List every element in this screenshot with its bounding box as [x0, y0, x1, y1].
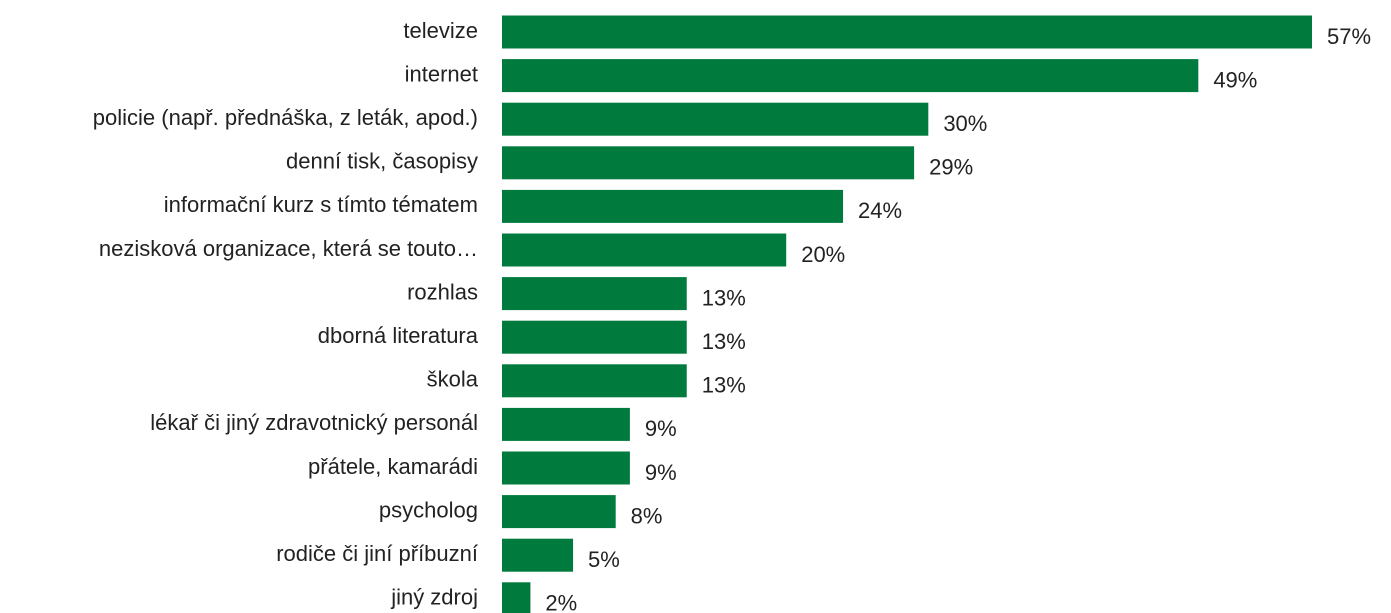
category-label: informační kurz s tímto tématem	[164, 192, 478, 217]
bar	[502, 233, 787, 267]
value-label: 13%	[702, 285, 746, 310]
category-label: psycholog	[379, 497, 478, 522]
bar	[502, 451, 630, 485]
bar	[502, 189, 844, 223]
category-label: nezisková organizace, která se touto…	[99, 236, 478, 261]
bar	[502, 15, 1312, 49]
value-label: 30%	[943, 111, 987, 136]
value-label: 29%	[929, 155, 973, 180]
value-label: 57%	[1327, 24, 1371, 49]
bar	[502, 538, 574, 572]
value-label: 49%	[1213, 67, 1257, 92]
bar	[502, 364, 687, 398]
category-label: policie (např. přednáška, z leták, apod.…	[93, 105, 478, 130]
category-label: přátele, kamarádi	[308, 454, 478, 479]
category-label: škola	[427, 367, 479, 392]
value-label: 2%	[545, 591, 577, 613]
value-label: 8%	[631, 503, 663, 528]
bar	[502, 102, 929, 136]
bar	[502, 582, 531, 613]
value-label: 5%	[588, 547, 620, 572]
category-label: lékař či jiný zdravotnický personál	[150, 410, 478, 435]
category-label: denní tisk, časopisy	[286, 149, 478, 174]
category-label: internet	[405, 61, 478, 86]
bar	[502, 59, 1199, 93]
bar	[502, 495, 616, 529]
value-label: 24%	[858, 198, 902, 223]
category-label: rozhlas	[407, 279, 478, 304]
bar	[502, 146, 915, 180]
category-label: jiný zdroj	[390, 585, 478, 610]
category-label: dborná literatura	[318, 323, 479, 348]
category-label: rodiče či jiní příbuzní	[276, 541, 478, 566]
bar	[502, 407, 630, 441]
bar	[502, 320, 687, 354]
value-label: 9%	[645, 416, 677, 441]
bar	[502, 277, 687, 311]
value-label: 13%	[702, 373, 746, 398]
value-label: 9%	[645, 460, 677, 485]
value-label: 13%	[702, 329, 746, 354]
value-label: 20%	[801, 242, 845, 267]
category-label: televize	[403, 18, 478, 43]
